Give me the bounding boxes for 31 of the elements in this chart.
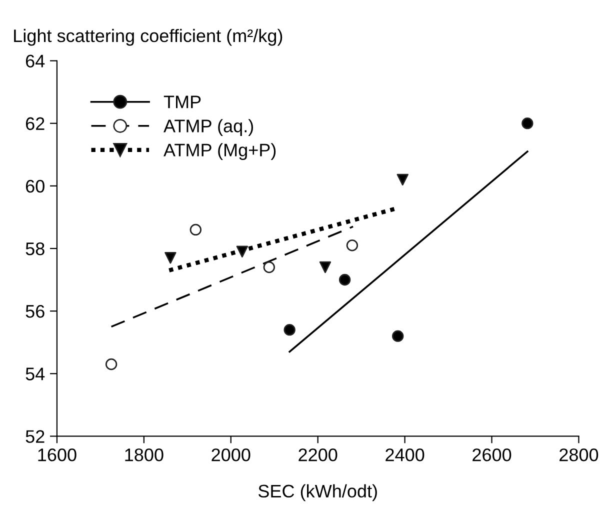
point [284,324,296,336]
point [319,261,332,274]
legend-label: TMP [164,96,201,108]
point [105,358,118,370]
legend-label: ATMP (aq.) [164,119,254,136]
point [263,261,275,274]
x-tick-label: 2000 [212,448,250,462]
x-tick-label: 2600 [472,448,512,462]
y-tick-label: 60 [26,180,44,193]
x-tick-label: 1600 [38,448,76,462]
y-tick-label: 54 [26,368,45,380]
point [522,117,534,130]
point [392,330,404,342]
y-tick-label: 58 [26,242,44,256]
y-tick-label: 62 [26,117,44,130]
point [236,246,248,258]
point [190,224,202,236]
x-axis-title: SEC (kWh/odt) [258,484,377,502]
point [164,252,176,264]
point [338,274,351,286]
x-tick-label: 2400 [386,448,424,462]
y-tick-label: 56 [26,304,44,318]
y-tick-label: 64 [26,54,45,68]
point [396,174,408,186]
x-tick-label: 2200 [298,448,338,462]
point [346,240,358,252]
x-tick-label: 2800 [560,448,598,462]
legend-label: ATMP (Mg+P) [164,143,276,160]
y-tick-label: 52 [26,430,44,443]
y-axis-title: Light scattering coefficient (m²/kg) [14,28,282,46]
x-tick-label: 1800 [125,448,164,462]
